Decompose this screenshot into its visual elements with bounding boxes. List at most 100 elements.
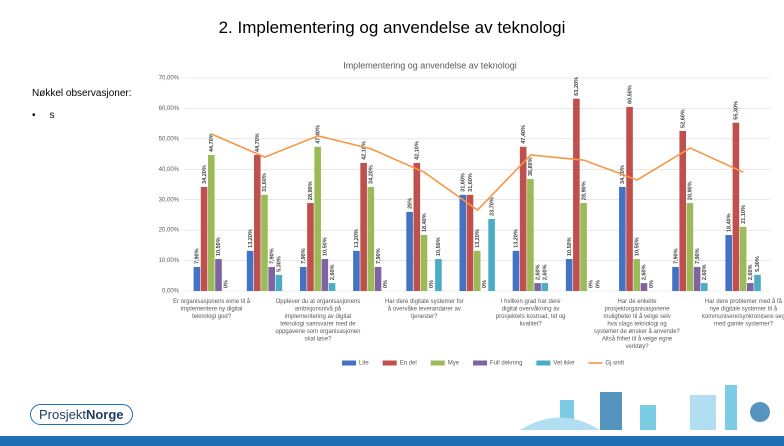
- y-tick-label: 40,00%: [159, 167, 180, 173]
- legend-label: Gj.snitt: [605, 361, 624, 367]
- bar: [672, 266, 679, 291]
- bar: [360, 162, 367, 291]
- bar: [580, 203, 587, 291]
- bar: [565, 259, 573, 291]
- legend-swatch: [342, 360, 356, 366]
- bar: [725, 235, 733, 291]
- data-label: 60,50%: [627, 85, 633, 104]
- line-series: [211, 133, 744, 212]
- y-tick-label: 0,00%: [162, 289, 180, 295]
- bar: [314, 146, 321, 291]
- footer-bar: [0, 436, 784, 446]
- data-label: 28,90%: [308, 181, 314, 200]
- data-label: 44,70%: [209, 133, 215, 152]
- data-label: 26%: [407, 198, 413, 209]
- legend-swatch: [473, 360, 488, 366]
- bar: [200, 186, 208, 291]
- bar: [435, 259, 442, 291]
- observations-heading: Nøkkel observasjoner:: [32, 88, 132, 99]
- bar: [261, 194, 268, 291]
- bar: [367, 186, 375, 291]
- bar: [619, 186, 626, 291]
- data-label: 52,60%: [680, 109, 686, 128]
- bar: [420, 235, 428, 291]
- data-label: 5,30%: [277, 256, 283, 272]
- y-tick-label: 50,00%: [159, 136, 180, 142]
- data-label: 7,90%: [269, 248, 275, 264]
- bar: [374, 266, 382, 291]
- x-tick-label: Er organisasjonens evne til å implementer…: [173, 298, 251, 320]
- bar: [527, 179, 534, 291]
- data-label: 31,60%: [468, 173, 474, 192]
- bullet: • s: [32, 110, 55, 121]
- data-label: 2,60%: [330, 264, 336, 280]
- bar: [693, 266, 701, 291]
- icon: [750, 402, 770, 422]
- illustration: [520, 385, 770, 430]
- bar: [573, 98, 580, 291]
- data-label: 28,90%: [581, 181, 587, 200]
- legend-label: En del: [400, 361, 417, 367]
- bar: [246, 250, 254, 291]
- data-label: 0%: [596, 280, 602, 288]
- data-label: 0%: [589, 280, 595, 288]
- data-label: 55,30%: [734, 101, 740, 120]
- building: [725, 385, 737, 430]
- bar: [321, 259, 329, 291]
- bar: [466, 194, 474, 291]
- data-label: 47,40%: [521, 125, 527, 144]
- bar: [215, 259, 222, 291]
- y-tick-label: 70,00%: [159, 76, 180, 82]
- data-label: 10,50%: [436, 237, 442, 256]
- bar: [413, 162, 421, 291]
- data-label: 28,90%: [688, 181, 694, 200]
- legend-swatch: [536, 360, 551, 366]
- bar: [754, 274, 761, 291]
- data-label: 13,20%: [248, 229, 254, 248]
- data-label: 63,20%: [574, 77, 580, 96]
- legend-label: Lite: [359, 361, 369, 367]
- legend-label: Vet ikke: [553, 361, 575, 367]
- bar: [626, 106, 633, 292]
- bar: [679, 130, 687, 291]
- logo: ProsjektNorge: [30, 404, 133, 425]
- data-label: 34,20%: [369, 165, 375, 184]
- data-label: 10,50%: [634, 237, 640, 256]
- bar: [459, 194, 467, 291]
- hill: [520, 417, 600, 430]
- legend-swatch: [430, 360, 445, 366]
- bar: [207, 154, 215, 291]
- data-label: 7,90%: [673, 248, 679, 264]
- bar: [534, 283, 541, 291]
- data-label: 18,40%: [422, 213, 428, 232]
- data-label: 13,20%: [514, 229, 520, 248]
- x-tick-label: Opplever du at organisasjonens ambisjonsn…: [275, 299, 360, 343]
- data-label: 18,40%: [726, 213, 732, 232]
- x-tick-label: I hvilken grad har dere digital overvåkni…: [496, 299, 566, 328]
- data-label: 13,20%: [354, 229, 360, 248]
- x-tick-label: Har dere problemer med å få nye digitale …: [702, 298, 784, 328]
- bar: [686, 203, 694, 291]
- building: [690, 395, 716, 430]
- data-label: 47,40%: [315, 125, 321, 144]
- data-label: 2,60%: [748, 264, 754, 280]
- bar: [307, 203, 314, 291]
- bullet-text: s: [49, 110, 55, 121]
- bar: [701, 283, 708, 291]
- data-label: 7,90%: [695, 248, 701, 264]
- bar: [275, 274, 283, 291]
- building: [640, 405, 656, 430]
- x-tick-label: Har dere digitale systemer for å overvåke…: [385, 299, 464, 320]
- bar: [353, 250, 360, 291]
- data-label: 10,50%: [323, 237, 329, 256]
- bar: [406, 211, 413, 291]
- bar: [732, 122, 740, 291]
- data-label: 10,50%: [567, 237, 573, 256]
- bar: [640, 283, 648, 291]
- bar: [328, 283, 336, 291]
- data-label: 7,90%: [301, 248, 307, 264]
- y-tick-label: 30,00%: [159, 197, 180, 203]
- legend-swatch: [382, 360, 397, 366]
